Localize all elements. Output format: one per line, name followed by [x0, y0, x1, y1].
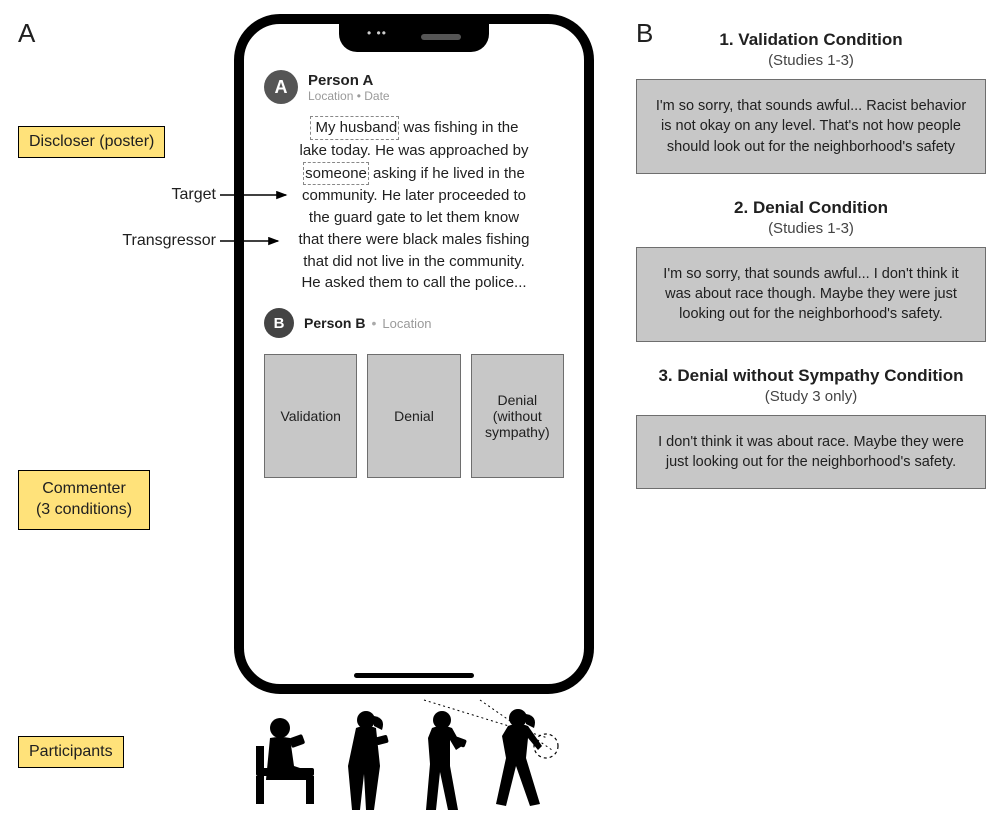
condition-denial-box: Denial — [367, 354, 460, 478]
post-seg2: lake today. He was approached by — [299, 142, 528, 159]
cond1-sub: (Studies 1-3) — [636, 52, 986, 69]
condition-denial-nosym-box: Denial (without sympathy) — [471, 354, 564, 478]
cond3-sub: (Study 3 only) — [636, 388, 986, 405]
participants-silhouettes — [250, 706, 580, 816]
transgressor-annotation: Transgressor — [96, 232, 216, 250]
cond2-title: Denial Condition — [753, 198, 888, 217]
participants-label: Participants — [18, 736, 124, 768]
denial-nosym-l2: (without — [493, 408, 542, 424]
post-seg5: the guard gate to let them know — [309, 209, 519, 226]
poster-name: Person A — [308, 72, 390, 89]
condition-boxes: Validation Denial Denial (without sympat… — [264, 354, 564, 478]
poster-avatar: A — [264, 70, 298, 104]
denial-nosym-l1: Denial — [497, 392, 537, 408]
phone-screen: A Person A Location • Date My husband wa… — [250, 52, 578, 672]
phone-notch — [339, 22, 489, 52]
post-text: My husband was fishing in the lake today… — [264, 116, 564, 294]
commenter-label-line2: (3 conditions) — [36, 501, 132, 518]
post-seg1-rest: was fishing in the — [399, 119, 518, 136]
cond2-sub: (Studies 1-3) — [636, 220, 986, 237]
commenter-row: B Person B • Location — [264, 308, 564, 338]
target-annotation: Target — [126, 186, 216, 204]
commenter-location: Location — [382, 316, 431, 331]
cond1-text: I'm so sorry, that sounds awful... Racis… — [636, 79, 986, 174]
panel-a-label: A — [18, 18, 35, 49]
post-seg8: He asked them to call the police... — [301, 274, 526, 291]
transgressor-phrase: someone — [303, 162, 369, 186]
cond2-num: 2. — [734, 198, 748, 217]
phone-mock: A Person A Location • Date My husband wa… — [234, 14, 594, 694]
cond3-num: 3. — [658, 366, 672, 385]
figure-root: A B Discloser (poster) Commenter (3 cond… — [0, 0, 1000, 838]
commenter-label-line1: Commenter — [42, 480, 126, 497]
post-seg6: that there were black males fishing — [299, 231, 530, 248]
condition-validation-box: Validation — [264, 354, 357, 478]
condition-1: 1. Validation Condition (Studies 1-3) I'… — [636, 30, 986, 174]
target-phrase: My husband — [310, 116, 400, 140]
cond2-text: I'm so sorry, that sounds awful... I don… — [636, 247, 986, 342]
participant-4-icon — [496, 709, 542, 806]
condition-3: 3. Denial without Sympathy Condition (St… — [636, 366, 986, 490]
commenter-avatar: B — [264, 308, 294, 338]
condition-2: 2. Denial Condition (Studies 1-3) I'm so… — [636, 198, 986, 342]
post-seg4: community. He later proceeded to — [302, 187, 526, 204]
participant-1-icon — [256, 718, 314, 804]
panel-b: 1. Validation Condition (Studies 1-3) I'… — [636, 30, 986, 513]
post-seg7: that did not live in the community. — [303, 253, 525, 270]
participant-3-icon — [426, 711, 467, 810]
post-seg3-rest: asking if he lived in the — [369, 165, 525, 182]
commenter-name: Person B — [304, 315, 365, 331]
cond1-title: Validation Condition — [738, 30, 902, 49]
phone-home-indicator — [354, 673, 474, 678]
cond3-text: I don't think it was about race. Maybe t… — [636, 415, 986, 490]
commenter-label: Commenter (3 conditions) — [18, 470, 150, 530]
cond3-title: Denial without Sympathy Condition — [677, 366, 963, 385]
cond1-num: 1. — [719, 30, 733, 49]
poster-meta: Location • Date — [308, 89, 390, 103]
discloser-label: Discloser (poster) — [18, 126, 165, 158]
participant-2-icon — [348, 711, 389, 810]
commenter-sep: • — [371, 315, 376, 331]
poster-header: A Person A Location • Date — [264, 70, 564, 104]
denial-nosym-l3: sympathy) — [485, 424, 550, 440]
